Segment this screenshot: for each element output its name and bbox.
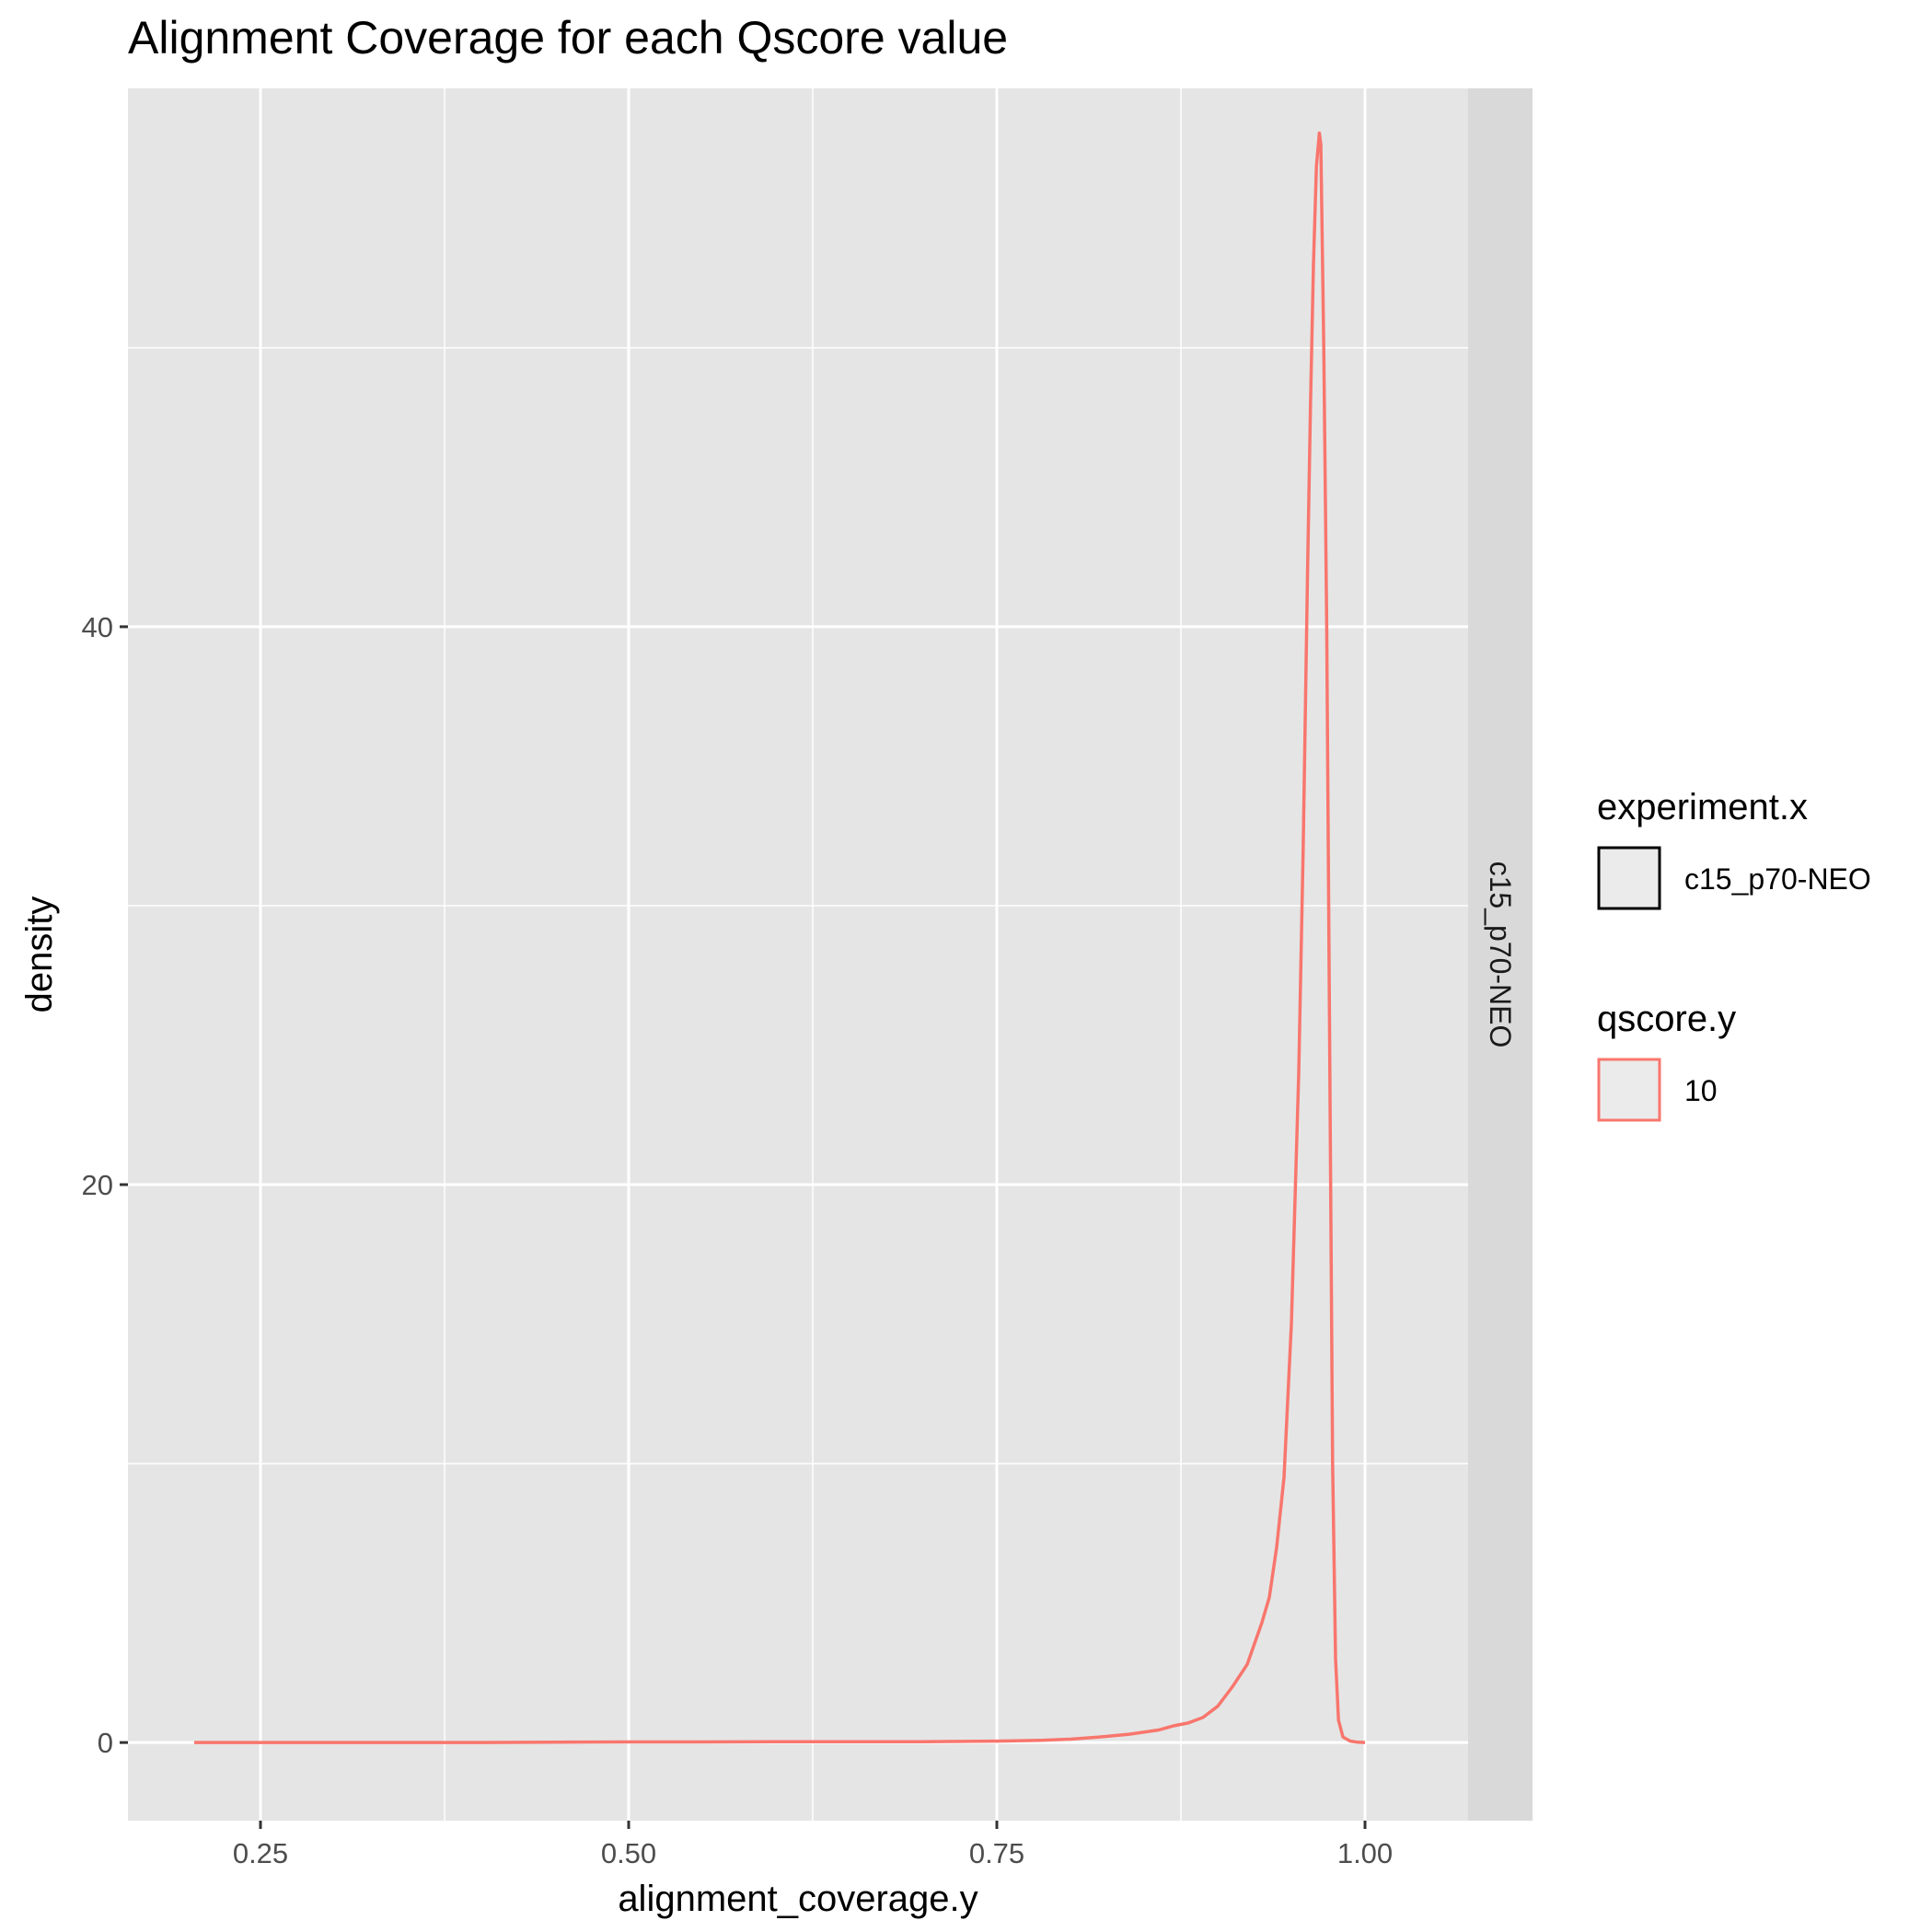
legend-key-experiment [1597, 846, 1661, 910]
x-tick-label: 0.25 [233, 1837, 288, 1869]
density-line-qscore-10 [194, 131, 1366, 1744]
x-axis-title: alignment_coverage.y [618, 1879, 978, 1919]
x-tick-label: 0.50 [601, 1837, 656, 1869]
chart-title: Alignment Coverage for each Qscore value [128, 12, 1008, 64]
major-gridlines [128, 88, 1468, 1821]
y-axis-title: density [19, 897, 60, 1013]
x-tick-label: 0.75 [969, 1837, 1024, 1869]
legend-key-qscore [1597, 1058, 1661, 1122]
legend-title-qscore: qscore.y [1597, 999, 1736, 1039]
plot-panel [128, 88, 1468, 1821]
facet-strip [1468, 88, 1533, 1821]
x-tick-label: 1.00 [1337, 1837, 1393, 1869]
legend-label-experiment: c15_p70-NEO [1684, 862, 1871, 896]
y-tick-label: 0 [98, 1727, 113, 1759]
y-axis: 0 20 40 [82, 611, 128, 1759]
legend-title-experiment: experiment.x [1597, 787, 1808, 827]
minor-gridlines [75, 88, 1468, 1821]
facet-strip-label: c15_p70-NEO [1484, 862, 1517, 1048]
legend-label-qscore: 10 [1684, 1074, 1718, 1107]
y-tick-label: 40 [82, 611, 113, 643]
y-tick-label: 20 [82, 1169, 113, 1201]
x-axis: 0.25 0.50 0.75 1.00 [233, 1821, 1393, 1869]
